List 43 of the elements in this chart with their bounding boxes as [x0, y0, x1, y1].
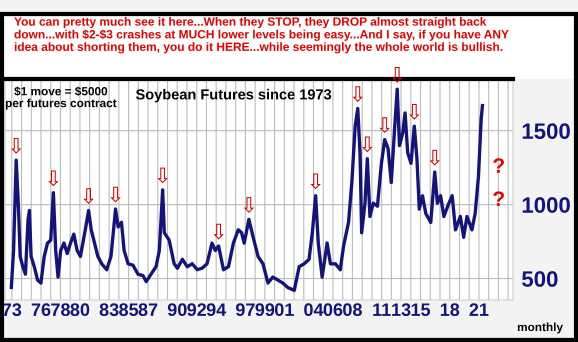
x-tick-label: 85 [119, 303, 138, 316]
annotation: ⇩ [48, 170, 59, 186]
annotation: ⇩ [362, 136, 372, 152]
x-tick-label: 06 [324, 303, 342, 316]
annotation: ⇩ [157, 168, 168, 184]
x-tick-label: 97 [236, 303, 255, 316]
annotation: ⇩ [430, 150, 440, 166]
text: You can pretty much see it here...When they STOP, they DROP almost straight back down...with $2-$3 crashes at MUCH lower levels being easy...And I say, if you have ANY idea about shorting them, you do it HERE...while seemingly the whole world is bullish. [14, 17, 509, 54]
x-tick-label: 73 [2, 303, 22, 316]
annotation: ⇩ [380, 117, 390, 134]
x-tick-label: 92 [187, 303, 206, 316]
x-tick-label: 80 [70, 303, 90, 316]
x-tick-label: 11 [373, 303, 391, 316]
annotation: $1 move = $5000 per futures contract [6, 86, 116, 110]
y-tick-label: 500 [522, 271, 558, 287]
x-tick-label: 15 [412, 303, 430, 316]
annotation: ⇩ [213, 224, 224, 240]
annotation: ⇩ [110, 186, 121, 202]
text: monthly [518, 322, 563, 334]
x-tick-label: 87 [138, 303, 158, 316]
annotation: ? [493, 191, 504, 206]
x-tick-label: 99 [255, 303, 274, 316]
x-tick-label: 18 [440, 303, 460, 316]
x-tick-label: 83 [100, 303, 119, 316]
annotation: ⇩ [11, 138, 22, 154]
x-tick-label: 04 [304, 303, 324, 316]
text: Soybean Futures since 1973 [136, 88, 332, 102]
annotation: ⇩ [310, 173, 321, 190]
x-tick-label: 94 [206, 303, 226, 316]
annotation: ? [493, 158, 504, 173]
y-tick-label: 1000 [522, 197, 570, 213]
annotation: ⇩ [352, 86, 363, 102]
x-tick-label: 08 [343, 303, 362, 316]
x-tick-label: 90 [168, 303, 187, 316]
x-tick-label: 78 [51, 303, 70, 316]
x-tick-label: 13 [392, 303, 410, 316]
y-tick-label: 1500 [522, 123, 570, 140]
x-tick-label: 21 [470, 303, 488, 316]
annotation: ⇩ [83, 188, 94, 204]
annotation: ⇩ [244, 197, 254, 213]
x-tick-label: 01 [274, 303, 294, 316]
annotation: ⇩ [409, 104, 420, 120]
x-tick-label: 76 [32, 303, 50, 316]
